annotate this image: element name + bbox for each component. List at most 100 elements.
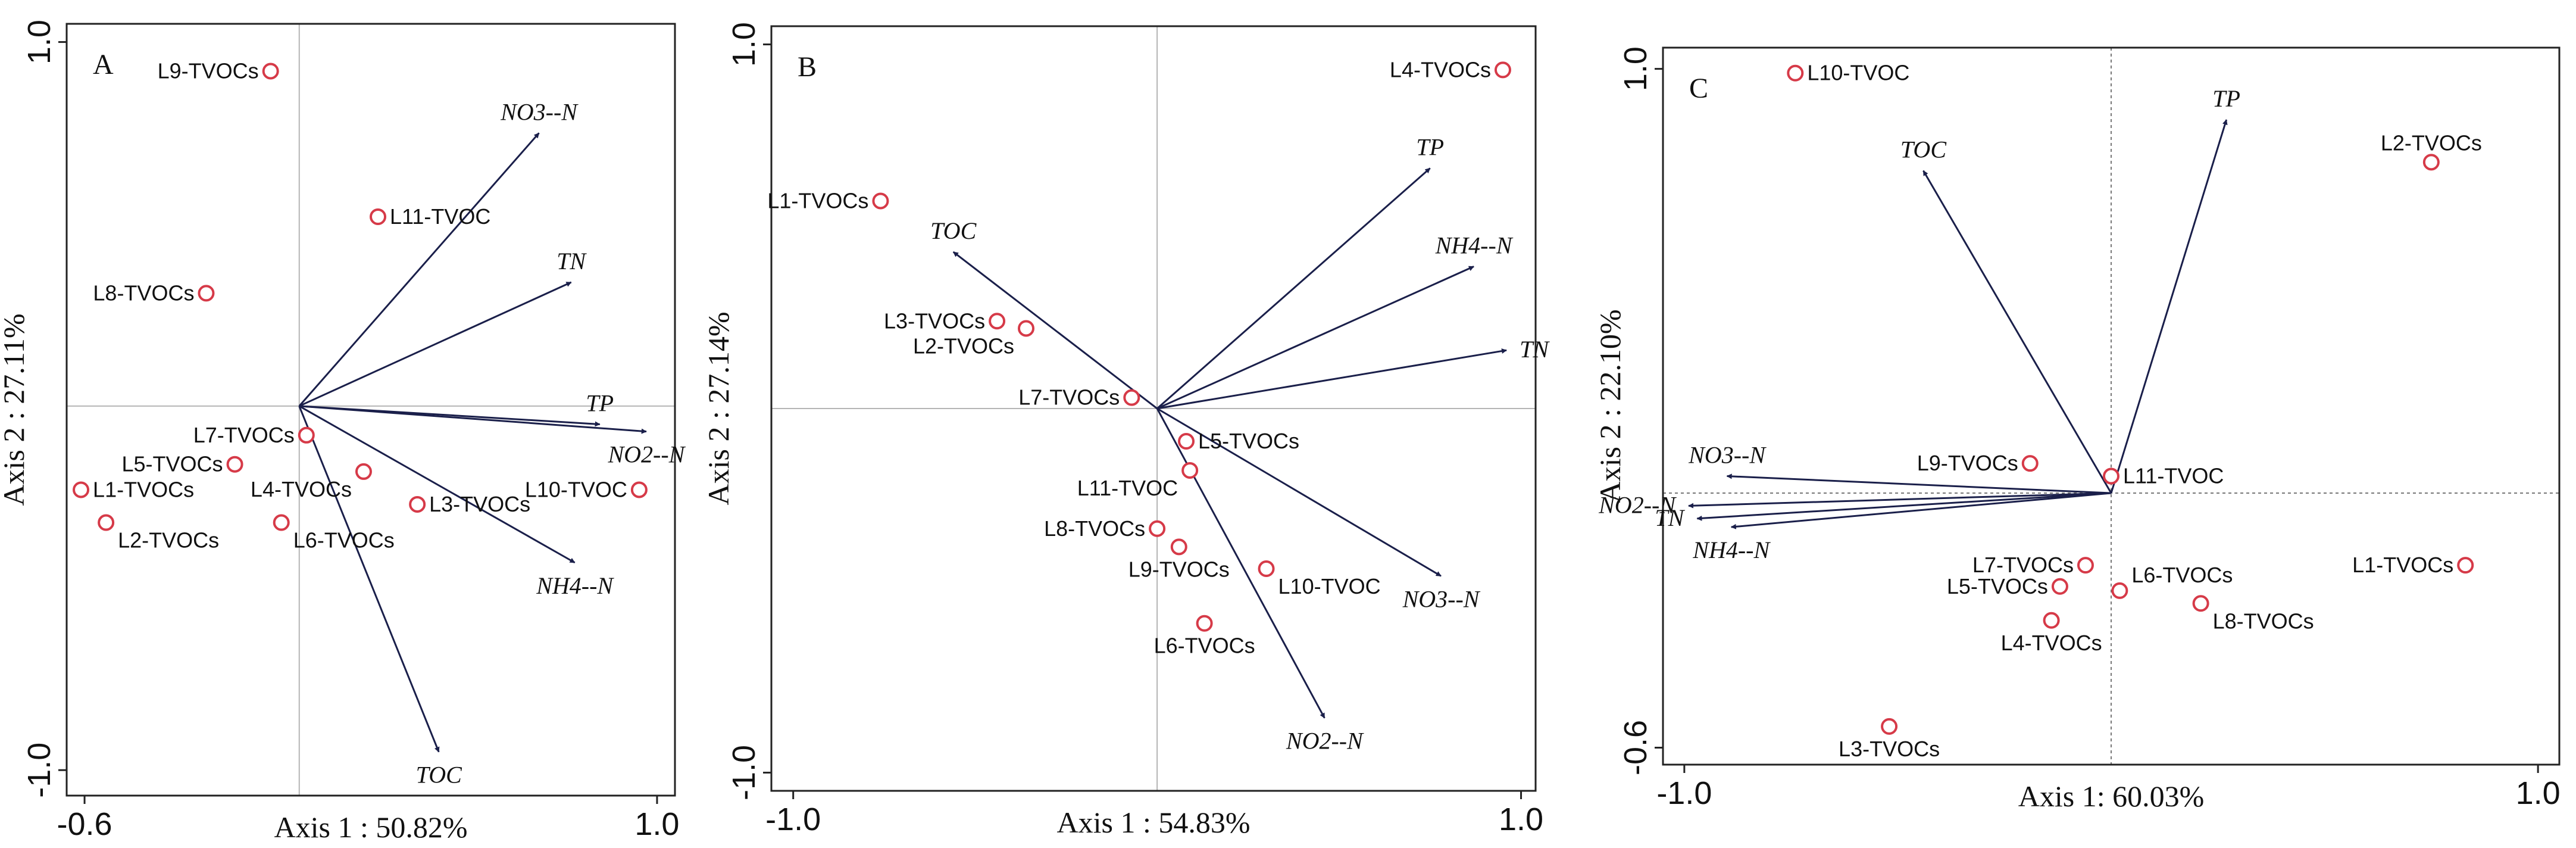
point-l4-tvocs [1494, 61, 1511, 79]
vector-label: TOC [930, 217, 977, 244]
x-axis-label: Axis 1: 60.03% [2018, 780, 2205, 813]
x-tick-label: 1.0 [1499, 802, 1543, 837]
vector-label: TN [1520, 336, 1550, 363]
point-l9-tvocs [2021, 455, 2039, 472]
point-label: L5-TVOCs [1947, 574, 2048, 598]
x-axis-label: Axis 1 : 54.83% [1057, 806, 1251, 839]
point-l9-tvocs [1170, 538, 1187, 556]
point-l11-tvoc [2103, 467, 2119, 485]
y-axis-label: Axis 2 : 27.14% [702, 312, 735, 506]
point-label: L1-TVOCs [767, 188, 868, 213]
vector-no2-n [1156, 408, 1325, 719]
x-tick-label: -1.0 [765, 802, 821, 837]
vector-label: NO2--N [607, 441, 686, 468]
vector-no3-n [298, 132, 540, 407]
point-l4-tvocs [2043, 612, 2060, 629]
point-l7-tvocs [2077, 557, 2094, 574]
point-label: L1-TVOCs [2352, 553, 2453, 577]
plot-frame [65, 23, 676, 797]
point-l7-tvocs [1123, 389, 1140, 406]
point-l2-tvocs [98, 514, 115, 531]
vector-toc [298, 406, 440, 753]
point-l11-tvoc [370, 208, 387, 225]
vector-toc [952, 251, 1158, 410]
plot-frame [770, 25, 1537, 792]
x-tick-label: 1.0 [634, 806, 679, 842]
point-label: L11-TVOC [1077, 476, 1178, 500]
vector-tp [1156, 167, 1431, 410]
vector-label: NO3--N [500, 98, 579, 125]
y-tick-label: -1.0 [21, 743, 57, 798]
point-l3-tvocs [1881, 718, 1898, 735]
y-tick-label: -1.0 [726, 745, 762, 800]
vector-no2-n [1688, 492, 2112, 509]
point-label: L8-TVOCs [1044, 516, 1145, 541]
y-axis-label: Axis 2 : 27.11% [0, 313, 30, 506]
point-label: L10-TVOC [1278, 574, 1381, 598]
point-label: L3-TVOCs [1839, 737, 1940, 761]
point-l1-tvocs [2457, 557, 2474, 574]
vector-label: TN [1655, 504, 1685, 531]
point-label: L2-TVOCs [2381, 130, 2482, 155]
point-l6-tvocs [2111, 582, 2128, 599]
point-l8-tvocs [198, 285, 215, 302]
point-label: L1-TVOCs [93, 477, 194, 501]
point-label: L3-TVOCs [429, 492, 530, 516]
point-l5-tvocs [1178, 433, 1195, 450]
point-label: L6-TVOCs [293, 528, 395, 553]
vector-tn [1696, 492, 2112, 521]
point-label: L9-TVOCs [1917, 451, 2018, 475]
point-label: L4-TVOCs [2001, 631, 2102, 655]
point-label: L4-TVOCs [1390, 57, 1491, 82]
point-label: L11-TVOC [2123, 464, 2224, 488]
vector-label: TP [2212, 85, 2240, 112]
vector-label: TP [1416, 133, 1444, 160]
y-axis-label: Axis 2 : 22.10% [1593, 310, 1627, 503]
vector-nh4-n [299, 405, 576, 564]
y-tick-label: 1.0 [726, 22, 762, 67]
point-l3-tvocs [409, 495, 426, 513]
point-label: L5-TVOCs [122, 452, 223, 476]
point-label: L10-TVOC [1807, 61, 1909, 85]
vector-tn [299, 281, 572, 407]
vector-tp [2110, 119, 2228, 494]
point-label: L7-TVOCs [1972, 553, 2074, 577]
vector-label: NO3--N [1402, 585, 1481, 612]
point-l5-tvocs [226, 456, 243, 473]
point-l10-tvoc [1787, 64, 1804, 82]
panel-label: C [1689, 73, 1708, 104]
point-l6-tvocs [1196, 615, 1213, 632]
point-label: L10-TVOC [525, 477, 627, 501]
point-l5-tvocs [2051, 578, 2068, 595]
point-label: L7-TVOCs [1018, 385, 1120, 410]
vector-label: TP [586, 389, 614, 416]
point-l8-tvocs [2192, 595, 2209, 612]
y-tick-label: 1.0 [21, 20, 57, 64]
vector-label: NO2--N [1286, 728, 1364, 755]
point-label: L5-TVOCs [1198, 429, 1299, 453]
vector-label: TOC [1900, 136, 1947, 163]
point-l9-tvocs [262, 63, 279, 80]
point-l3-tvocs [989, 313, 1006, 330]
panel-label: B [798, 51, 817, 83]
point-l11-tvoc [1181, 462, 1199, 479]
panel-a: A 1.0 -1.0-0.6 1.0 Axis 1 : 50.82% Axis 2 : 2… [0, 20, 686, 844]
point-label: L6-TVOCs [2131, 563, 2233, 587]
vector-nh4-n [1156, 266, 1474, 410]
point-label: L8-TVOCs [2213, 609, 2314, 633]
point-l4-tvocs [355, 463, 372, 480]
point-label: L6-TVOCs [1154, 634, 1255, 658]
x-tick-label: -0.6 [57, 806, 112, 842]
point-label: L2-TVOCs [913, 333, 1014, 358]
point-label: L3-TVOCs [884, 308, 985, 333]
vector-no3-n [1156, 407, 1442, 577]
point-l2-tvocs [1018, 320, 1034, 337]
x-tick-label: 1.0 [2516, 775, 2561, 811]
point-label: L11-TVOC [390, 204, 490, 229]
point-l10-tvoc [630, 481, 648, 498]
plot-frame [1662, 46, 2561, 766]
x-axis-label: Axis 1 : 50.82% [274, 810, 468, 844]
point-l1-tvocs [73, 481, 90, 498]
